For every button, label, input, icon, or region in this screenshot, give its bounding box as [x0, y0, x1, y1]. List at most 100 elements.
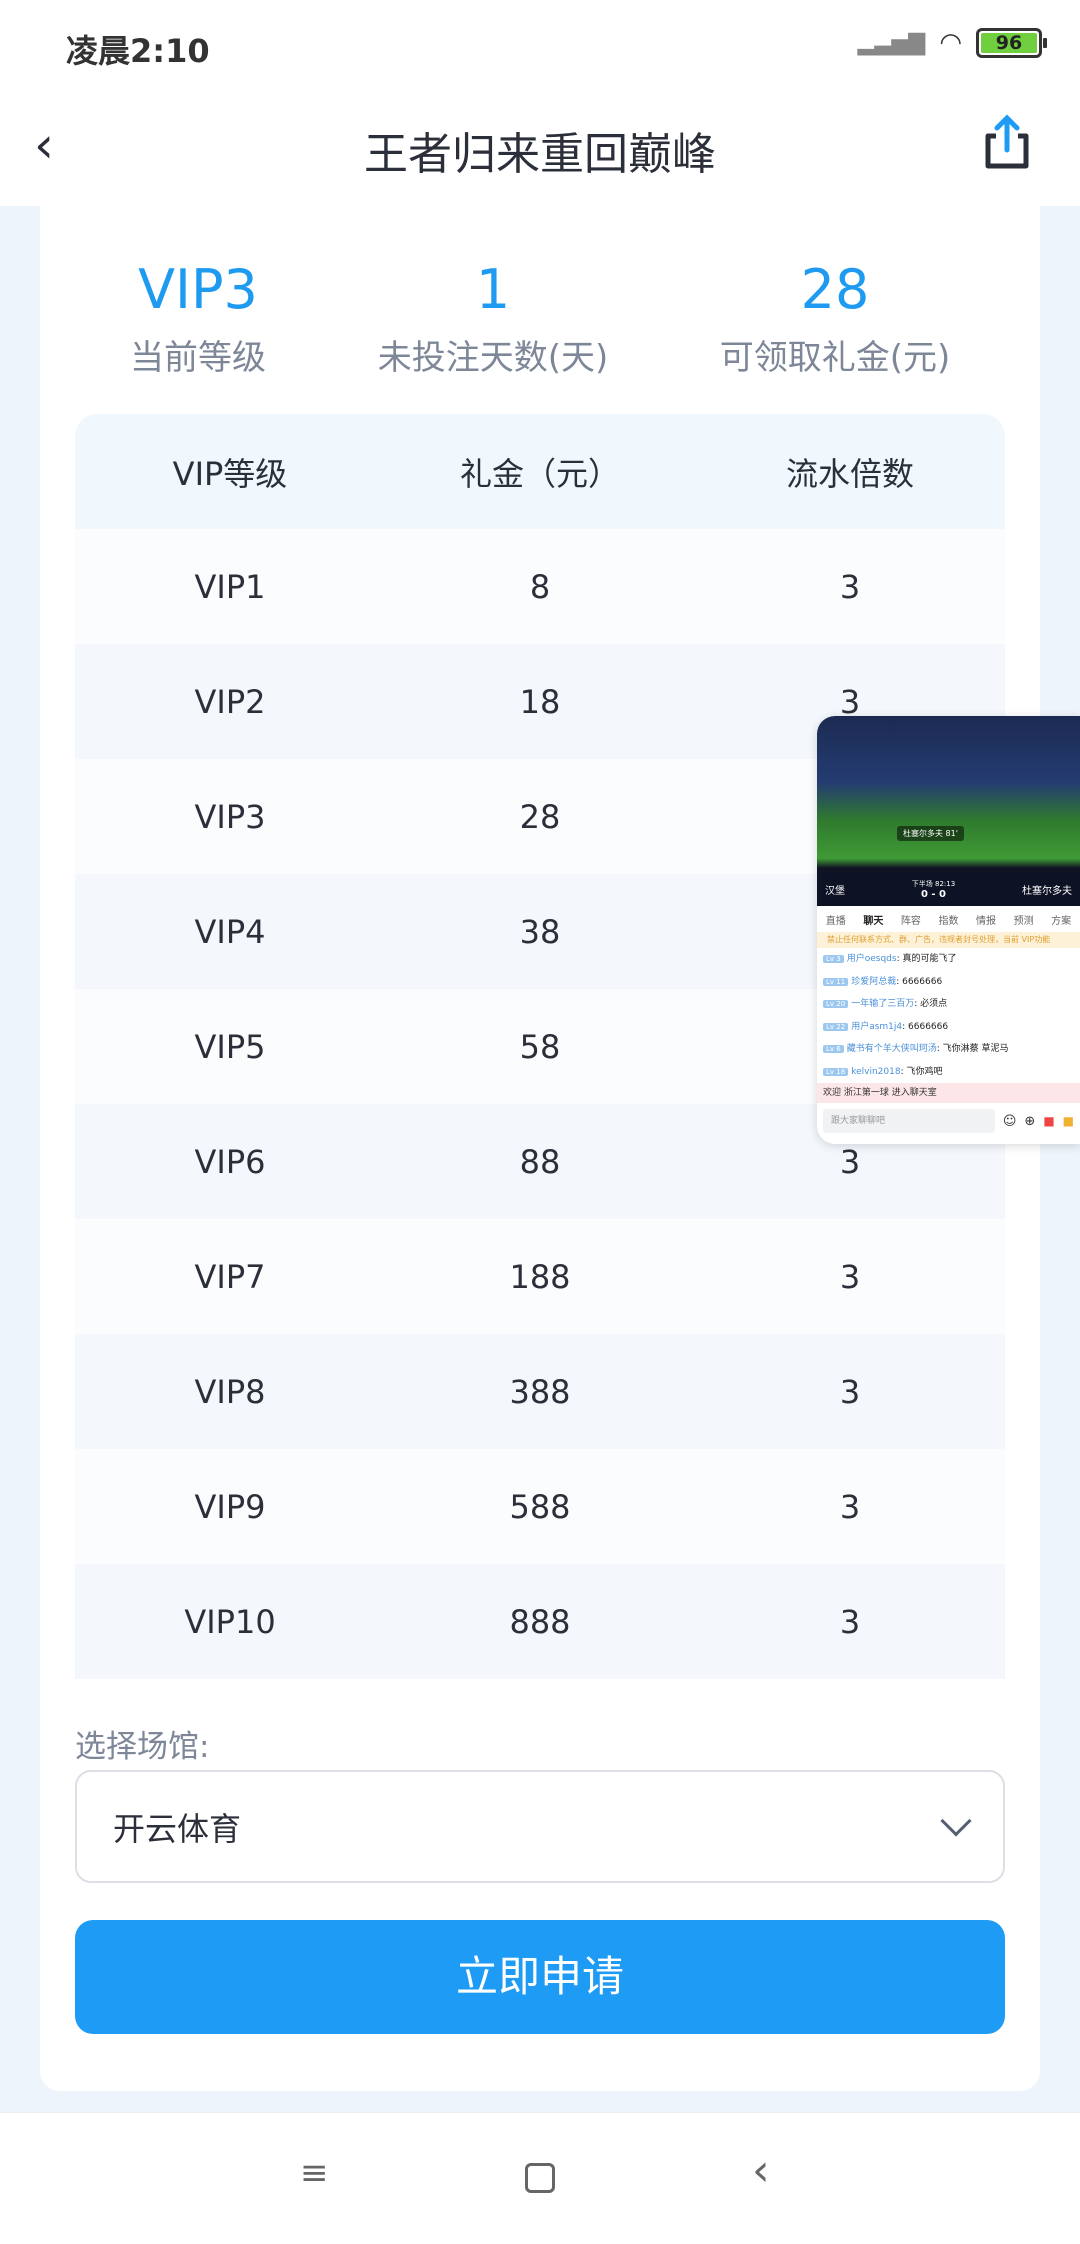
table-cell: 388 — [509, 1372, 571, 1411]
table-cell: VIP1 — [194, 567, 266, 606]
level-badge: Lv 11 — [823, 977, 849, 986]
chat-message: Lv 3 用户oesqds: 真的可能飞了 — [817, 948, 1080, 971]
chat-user: 用户asm1j4 — [851, 1021, 903, 1032]
stat-label: 当前等级 — [130, 338, 266, 378]
table-cell: 3 — [839, 1487, 861, 1526]
battery-level: 96 — [981, 33, 1037, 53]
stat-value: VIP3 — [138, 258, 258, 321]
back-button[interactable]: ‹ — [34, 116, 54, 174]
home-icon[interactable] — [525, 2163, 555, 2193]
chat-text: 飞你淋蔡 草泥马 — [942, 1044, 1009, 1054]
table-cell: VIP4 — [194, 912, 266, 951]
chat-user: 珍爱阿总裁 — [851, 976, 897, 987]
table-cell: 88 — [519, 1142, 561, 1181]
away-team: 杜塞尔多夫 — [1022, 885, 1072, 897]
chevron-down-icon — [940, 1804, 972, 1837]
header-cell: 礼金（元） — [459, 454, 620, 493]
wifi-icon: ◠ — [939, 28, 962, 58]
event-team: 杜塞尔多夫 — [903, 829, 943, 838]
chat-input[interactable]: 跟大家聊聊吧 — [823, 1109, 995, 1133]
event-popup: 杜塞尔多夫 81' — [897, 826, 964, 841]
table-cell: VIP5 — [194, 1027, 266, 1066]
table-header: VIP等级 礼金（元） 流水倍数 — [75, 414, 1005, 529]
chat-text: 6666666 — [908, 1021, 949, 1032]
table-cell: VIP3 — [194, 797, 266, 836]
table-cell: 8 — [529, 567, 551, 606]
level-badge: Lv 3 — [823, 955, 844, 963]
menu-icon[interactable]: ≡ — [300, 2153, 329, 2193]
chat-message: Lv 20 一年输了三百万: 必须点 — [817, 993, 1080, 1016]
table-cell: 888 — [509, 1602, 571, 1641]
level-badge: Lv 6 — [823, 1045, 844, 1053]
page-title: 王者归来重回巅峰 — [364, 129, 716, 180]
widget-tab[interactable]: 方案 — [1051, 915, 1072, 927]
stat-level: VIP3 当前等级 — [40, 256, 356, 379]
header-cell: 流水倍数 — [785, 454, 914, 493]
table-row: VIP1 8 3 — [75, 529, 1005, 644]
table-cell: VIP10 — [184, 1602, 276, 1641]
chat-message: Lv 22 用户asm1j4: 6666666 — [817, 1016, 1080, 1039]
welcome-banner: 欢迎 浙江第一球 进入聊天室 — [817, 1083, 1080, 1103]
stat-value: 1 — [475, 258, 511, 321]
table-cell: 3 — [839, 1602, 861, 1641]
system-nav-bar: ≡ ‹ — [0, 2112, 1080, 2244]
table-cell: VIP9 — [194, 1487, 266, 1526]
table-row: VIP10 888 3 — [75, 1564, 1005, 1679]
table-cell: VIP8 — [194, 1372, 266, 1411]
table-cell: 3 — [839, 1257, 861, 1296]
widget-tab[interactable]: 预测 — [1013, 915, 1034, 927]
chat-message: Lv 6 藏书有个羊大侠叫珂汤: 飞你淋蔡 草泥马 — [817, 1038, 1080, 1061]
chat-message: Lv 11 珍爱阿总裁: 6666666 — [817, 971, 1080, 994]
chat-notice: 禁止任何联系方式、群、广告，违规者封号处理，当前 VIP功能 — [817, 932, 1080, 948]
event-minute: 81' — [945, 829, 958, 838]
chat-user: 用户oesqds — [846, 954, 897, 964]
status-time: 凌晨2:10 — [66, 32, 210, 70]
table-cell: 18 — [519, 682, 561, 721]
signal-icon: ▂▃▅▇ — [857, 30, 926, 56]
table-cell: 3 — [839, 1142, 861, 1181]
chat-user: kelvin2018 — [851, 1066, 901, 1077]
widget-tab[interactable]: 指数 — [938, 915, 959, 927]
status-bar: 凌晨2:10 ▂▃▅▇ ◠ 96 — [0, 0, 1080, 86]
venue-select[interactable]: 开云体育 — [75, 1770, 1005, 1883]
emoji-icon[interactable]: ☺ — [1002, 1113, 1017, 1129]
stat-value: 28 — [800, 258, 870, 321]
level-badge: Lv 18 — [823, 1067, 849, 1076]
chat-list: Lv 3 用户oesqds: 真的可能飞了 Lv 11 珍爱阿总裁: 6666666 L… — [817, 948, 1080, 1083]
table-cell: VIP6 — [194, 1142, 266, 1181]
venue-selected: 开云体育 — [113, 1809, 242, 1848]
apply-button[interactable]: 立即申请 — [75, 1920, 1005, 2034]
level-badge: Lv 20 — [823, 1000, 849, 1008]
widget-tabs: 直播 聊天 阵容 指数 情报 预测 方案 — [817, 906, 1080, 932]
vip-card: VIP3 当前等级 1 未投注天数(天) 28 可领取礼金(元) VIP等级 礼金（元… — [40, 206, 1040, 2091]
table-cell: 3 — [839, 567, 861, 606]
chat-text: 真的可能飞了 — [902, 954, 957, 964]
widget-tab[interactable]: 阵容 — [900, 915, 921, 927]
table-row: VIP8 388 3 — [75, 1334, 1005, 1449]
table-cell: 3 — [839, 682, 861, 721]
stat-days: 1 未投注天数(天) — [356, 256, 630, 379]
scoreboard: 汉堡 下半场 82:13 0 - 0 杜塞尔多夫 — [817, 872, 1080, 906]
table-cell: 588 — [509, 1487, 571, 1526]
header-cell: VIP等级 — [172, 454, 288, 493]
back-nav-icon[interactable]: ‹ — [752, 2145, 770, 2196]
chat-user: 一年输了三百万 — [851, 999, 915, 1009]
match-video[interactable]: 杜塞尔多夫 81' 汉堡 下半场 82:13 0 - 0 杜塞尔多夫 — [817, 716, 1080, 906]
gift-icon[interactable]: ■ — [1043, 1114, 1055, 1128]
table-cell: 28 — [519, 797, 561, 836]
floating-video-widget[interactable]: 杜塞尔多夫 81' 汉堡 下半场 82:13 0 - 0 杜塞尔多夫 直播 聊天 阵容… — [817, 716, 1080, 1144]
table-row: VIP9 588 3 — [75, 1449, 1005, 1564]
chat-text: 6666666 — [902, 976, 943, 987]
plus-icon[interactable]: ⊕ — [1024, 1113, 1036, 1129]
stat-label: 未投注天数(天) — [377, 338, 609, 378]
barrage-icon[interactable]: ■ — [1062, 1114, 1074, 1128]
table-cell: 38 — [519, 912, 561, 951]
chat-text: 必须点 — [920, 999, 948, 1009]
widget-tab[interactable]: 情报 — [976, 915, 997, 927]
widget-tab[interactable]: 直播 — [825, 915, 846, 927]
share-icon[interactable] — [982, 114, 1032, 170]
table-cell: VIP2 — [194, 682, 266, 721]
widget-tab[interactable]: 聊天 — [863, 915, 884, 927]
chat-user: 藏书有个羊大侠叫珂汤 — [846, 1044, 937, 1054]
stats-row: VIP3 当前等级 1 未投注天数(天) 28 可领取礼金(元) — [40, 256, 1040, 379]
